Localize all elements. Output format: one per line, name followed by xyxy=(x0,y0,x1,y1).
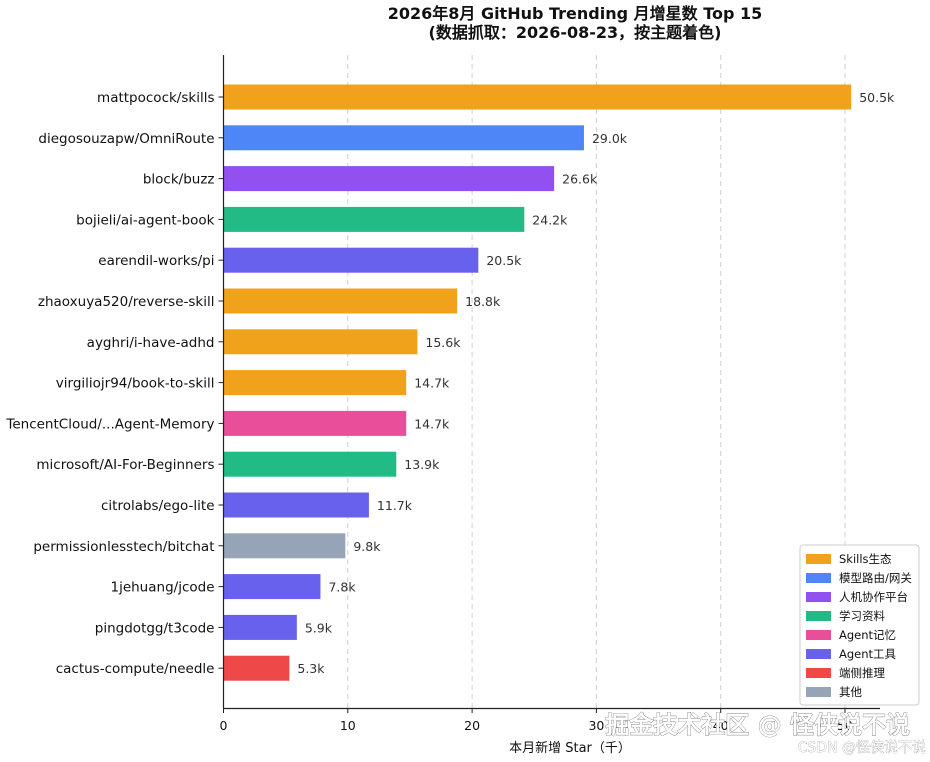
x-tick-label: 20 xyxy=(464,718,480,733)
legend-swatch xyxy=(806,630,831,640)
legend-entry: 端侧推理 xyxy=(839,666,885,680)
data-label: 15.6k xyxy=(425,335,461,350)
legend-swatch xyxy=(806,554,831,564)
data-label: 24.2k xyxy=(532,212,568,227)
data-label: 14.7k xyxy=(414,376,450,391)
legend-box xyxy=(799,544,920,706)
y-tick-label: citrolabs/ego-lite xyxy=(101,498,215,514)
data-label: 29.0k xyxy=(592,131,628,146)
bars: mattpocock/skills 50.5k diegosouzapw/OmniR… xyxy=(5,84,895,681)
y-tick-label: permissionlesstech/bitchat xyxy=(33,539,214,555)
x-tick-label: 50 xyxy=(837,718,853,733)
bar xyxy=(223,329,418,355)
bar xyxy=(223,247,479,273)
bar xyxy=(223,410,407,436)
legend-entry: 模型路由/网关 xyxy=(839,571,912,585)
x-tick-label: 30 xyxy=(588,718,604,733)
watermark-sub: CSDN @怪侠说不说 xyxy=(798,740,926,756)
y-tick-label: ayghri/i-have-adhd xyxy=(87,335,215,351)
data-label: 11.7k xyxy=(377,498,413,513)
y-tick-label: 1jehuang/jcode xyxy=(110,580,214,596)
chart-subtitle: (数据抓取：2026-08-23，按主题着色) xyxy=(429,23,722,42)
bar xyxy=(223,370,407,396)
bar xyxy=(223,206,525,232)
data-label: 50.5k xyxy=(859,90,895,105)
legend-swatch xyxy=(806,668,831,678)
bar xyxy=(223,574,321,600)
gridlines xyxy=(347,55,846,708)
data-label: 26.6k xyxy=(562,172,598,187)
bar xyxy=(223,451,397,477)
x-axis-label: 本月新增 Star（千） xyxy=(509,740,631,756)
bar xyxy=(223,125,584,151)
legend-entry: 其他 xyxy=(839,685,862,699)
legend-entry: Skills生态 xyxy=(839,552,892,566)
data-label: 5.9k xyxy=(305,620,333,635)
axes xyxy=(222,55,880,710)
legend-entry: Agent工具 xyxy=(839,647,897,661)
legend-swatch xyxy=(806,687,831,697)
bar xyxy=(223,492,369,518)
x-ticks: 0 10 20 30 40 50 xyxy=(220,708,853,733)
legend-swatch xyxy=(806,649,831,659)
y-tick-label: pingdotgg/t3code xyxy=(95,620,215,636)
watermark: 掘金技术社区 @ 怪侠说不说 CSDN @怪侠说不说 xyxy=(605,711,926,757)
x-tick-label: 0 xyxy=(220,718,228,733)
y-tick-label: cactus-compute/needle xyxy=(56,661,215,677)
bar xyxy=(223,655,290,681)
bar xyxy=(223,84,852,110)
data-label: 7.8k xyxy=(328,580,356,595)
legend-entry: 学习资料 xyxy=(839,609,885,623)
y-tick-label: diegosouzapw/OmniRoute xyxy=(38,131,214,147)
legend-swatch xyxy=(806,573,831,583)
y-tick-label: microsoft/AI-For-Beginners xyxy=(36,457,214,473)
bar xyxy=(223,614,297,640)
legend-entry: Agent记忆 xyxy=(839,628,896,642)
y-tick-label: bojieli/ai-agent-book xyxy=(76,212,215,228)
x-tick-label: 40 xyxy=(713,718,729,733)
data-label: 9.8k xyxy=(353,539,381,554)
data-label: 20.5k xyxy=(486,253,522,268)
y-tick-label: zhaoxuya520/reverse-skill xyxy=(38,294,215,310)
chart-title: 2026年8月 GitHub Trending 月增星数 Top 15 xyxy=(388,4,763,23)
bar xyxy=(223,166,555,192)
data-label: 14.7k xyxy=(414,416,450,431)
y-tick-label: earendil-works/pi xyxy=(98,253,214,269)
data-label: 18.8k xyxy=(465,294,501,309)
data-label: 5.3k xyxy=(297,661,325,676)
x-tick-label: 10 xyxy=(340,718,356,733)
watermark-main: 掘金技术社区 @ 怪侠说不说 xyxy=(605,711,910,739)
y-tick-label: TencentCloud/...Agent-Memory xyxy=(5,416,214,432)
bar xyxy=(223,288,458,314)
y-tick-label: virgiliojr94/book-to-skill xyxy=(56,376,215,392)
y-tick-label: block/buzz xyxy=(143,172,215,188)
data-label: 13.9k xyxy=(404,457,440,472)
legend-entry: 人机协作平台 xyxy=(839,590,908,604)
bar xyxy=(223,533,346,559)
y-tick-label: mattpocock/skills xyxy=(97,90,214,106)
legend-swatch xyxy=(806,611,831,621)
legend-swatch xyxy=(806,592,831,602)
